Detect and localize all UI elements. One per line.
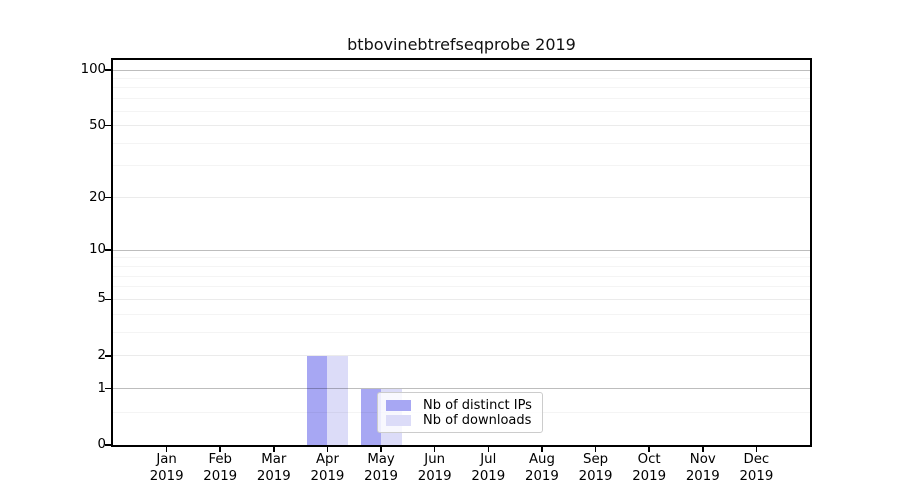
legend: Nb of distinct IPs Nb of downloads: [377, 392, 543, 433]
x-tick-mark: [273, 447, 275, 452]
gridline-minor: [113, 110, 810, 112]
y-tick-label: 2: [97, 347, 106, 363]
gridline-minor: [113, 78, 810, 79]
y-tick-mark: [105, 298, 111, 301]
gridline-major-strong: [113, 249, 810, 251]
x-tick-label-may: May 2019: [364, 452, 398, 484]
x-tick-label-nov: Nov 2019: [685, 452, 720, 484]
bar-apr-downloads: [327, 355, 348, 445]
x-tick-mark: [487, 447, 490, 452]
x-tick-label-feb: Feb 2019: [203, 452, 238, 484]
plot-area: [113, 60, 810, 445]
gridline-minor: [113, 87, 810, 89]
gridline-minor: [113, 275, 810, 277]
legend-label-distinct-ips: Nb of distinct IPs: [423, 398, 532, 413]
y-tick-mark: [105, 196, 111, 199]
legend-item-distinct-ips: Nb of distinct IPs: [386, 398, 534, 413]
y-tick-label: 20: [89, 189, 106, 205]
gridline-major: [113, 197, 810, 199]
x-tick-label-mar: Mar 2019: [256, 452, 291, 484]
x-tick-mark: [701, 447, 704, 452]
gridline-major-strong: [113, 388, 810, 390]
y-tick-mark: [105, 249, 111, 251]
gridline-minor: [113, 142, 810, 144]
chart-title: btbovinebtrefseqprobe 2019: [347, 35, 576, 54]
y-tick-mark: [105, 354, 111, 357]
legend-item-downloads: Nb of downloads: [386, 413, 534, 428]
x-tick-mark: [219, 447, 222, 452]
x-tick-mark: [433, 447, 436, 452]
x-tick-mark: [594, 447, 597, 452]
y-tick-label: 0: [97, 437, 106, 452]
x-tick-mark: [541, 447, 543, 452]
x-tick-label-jan: Jan 2019: [149, 452, 184, 484]
x-tick-mark: [755, 447, 758, 452]
gridline-minor: [113, 98, 810, 100]
gridline-minor: [113, 286, 810, 288]
gridline-major-strong: [113, 69, 810, 71]
y-tick-mark: [105, 69, 111, 71]
gridline-major: [113, 125, 810, 127]
legend-swatch-downloads: [386, 415, 411, 426]
y-tick-label: 5: [97, 291, 106, 307]
x-tick-label-apr: Apr 2019: [310, 452, 345, 484]
x-tick-label-dec: Dec 2019: [739, 452, 774, 484]
gridline-minor: [113, 265, 810, 267]
x-tick-mark: [165, 447, 168, 452]
x-tick-mark: [326, 447, 329, 452]
y-tick-label: 100: [80, 62, 106, 78]
bar-apr-distinct-ips: [306, 355, 328, 445]
x-tick-label-jun: Jun 2019: [417, 452, 452, 484]
legend-swatch-distinct-ips: [386, 400, 411, 411]
x-tick-label-sep: Sep 2019: [578, 452, 613, 484]
gridline-minor: [113, 165, 810, 167]
y-tick-mark: [105, 444, 111, 446]
x-tick-label-jul: Jul 2019: [471, 452, 506, 484]
gridline-minor: [113, 313, 810, 315]
x-tick-label-oct: Oct 2019: [632, 452, 667, 484]
gridline-minor: [113, 257, 810, 259]
y-tick-label: 10: [89, 242, 106, 258]
gridline-major: [113, 355, 810, 357]
grid-layer: [113, 60, 810, 445]
y-tick-mark: [105, 387, 111, 390]
y-tick-label: 50: [89, 117, 106, 133]
y-tick-label: 1: [97, 380, 106, 396]
x-tick-mark: [380, 447, 382, 452]
gridline-minor: [113, 331, 810, 333]
x-tick-label-aug: Aug 2019: [525, 452, 559, 484]
gridline-major: [113, 298, 810, 300]
x-tick-mark: [648, 447, 650, 452]
legend-label-downloads: Nb of downloads: [423, 413, 532, 428]
bar-may-distinct-ips: [360, 388, 382, 445]
y-tick-mark: [105, 124, 111, 127]
